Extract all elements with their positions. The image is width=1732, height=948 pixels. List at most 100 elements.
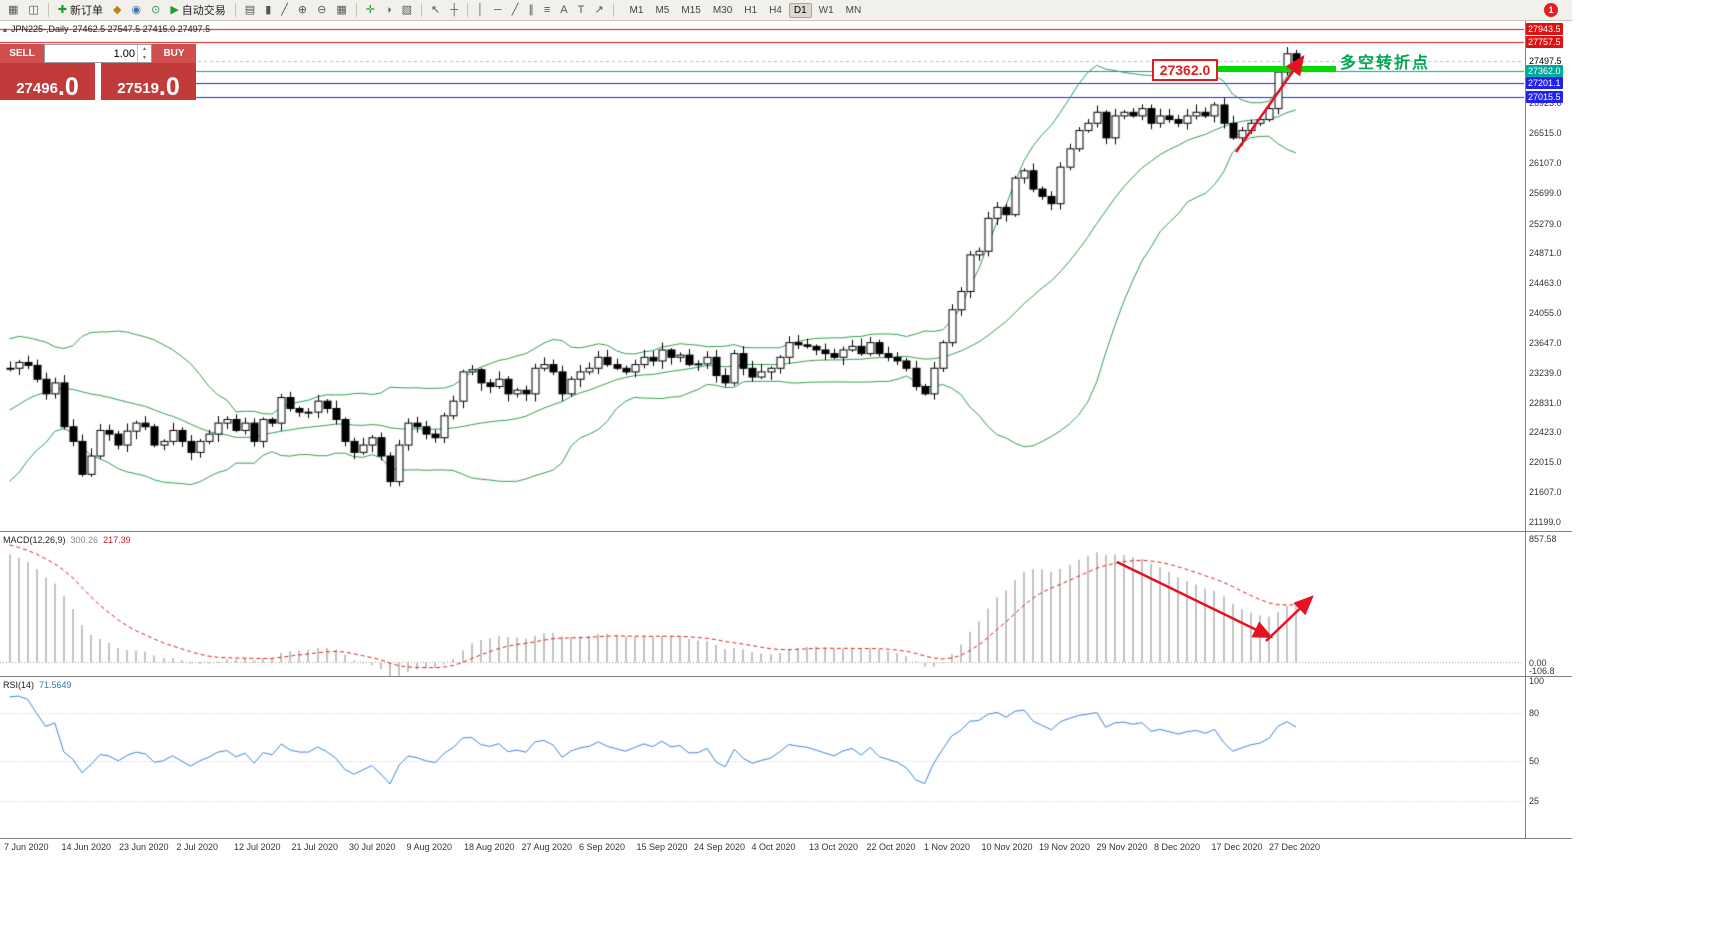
chart-ohlc-values: 27462.5 27547.5 27415.0 27497.5 bbox=[72, 24, 211, 34]
trendline-button[interactable]: ╱ bbox=[508, 1, 523, 20]
channel-button[interactable]: ∥ bbox=[524, 1, 538, 20]
price-level-badge: 27015.5 bbox=[1526, 90, 1563, 103]
date-label: 4 Oct 2020 bbox=[751, 842, 796, 852]
date-label: 22 Oct 2020 bbox=[866, 842, 916, 852]
date-label: 29 Nov 2020 bbox=[1096, 842, 1148, 852]
toolbar-separator bbox=[234, 3, 236, 17]
sell-price[interactable]: 27496 .0 bbox=[0, 63, 95, 100]
new-order-icon: ✚ bbox=[57, 3, 68, 16]
date-label: 1 Nov 2020 bbox=[924, 842, 971, 852]
turning-point-label[interactable]: 多空转折点 bbox=[1340, 55, 1431, 72]
date-label: 21 Jul 2020 bbox=[291, 842, 339, 852]
history-center-button[interactable]: ◆ bbox=[109, 1, 125, 20]
macd-chart-canvas[interactable] bbox=[0, 532, 1524, 676]
timeframe-h1[interactable]: H1 bbox=[744, 4, 758, 16]
buy-button[interactable]: BUY bbox=[152, 44, 196, 63]
macd-axis[interactable]: 857.58 0.00 -106.8 bbox=[1525, 532, 1573, 676]
fibonacci-icon: ≡ bbox=[543, 3, 551, 16]
tile-windows-icon: ▦ bbox=[336, 3, 347, 16]
profiles-icon: ◫ bbox=[28, 3, 39, 16]
arrows-tool-button[interactable]: ↗ bbox=[590, 1, 607, 20]
indicators-button[interactable]: ✛ bbox=[362, 1, 379, 20]
rsi-title: RSI(14) 71.5649 bbox=[3, 680, 72, 690]
price-tick: 21199.0 bbox=[1529, 516, 1561, 527]
templates-button[interactable]: ▧ bbox=[398, 1, 416, 20]
new-order-label: 新订单 bbox=[70, 5, 104, 17]
templates-icon: ▧ bbox=[401, 3, 413, 16]
volume-input[interactable] bbox=[45, 45, 137, 62]
macd-panel-separator[interactable] bbox=[0, 531, 1572, 532]
text-button[interactable]: A bbox=[556, 1, 571, 20]
trade-panel-gap bbox=[95, 63, 101, 100]
candlestick-chart-button[interactable]: ▮ bbox=[261, 1, 275, 20]
macd-signal-value: 217.39 bbox=[103, 535, 131, 545]
zoom-in-button[interactable]: ⊕ bbox=[294, 1, 311, 20]
price-tick: 26107.0 bbox=[1529, 157, 1562, 168]
buy-price[interactable]: 27519 .0 bbox=[101, 63, 196, 100]
volume-up-icon[interactable]: ▲ bbox=[142, 46, 147, 53]
rsi-panel-separator[interactable] bbox=[0, 676, 1572, 677]
new-chart-button[interactable]: ▦ bbox=[4, 1, 22, 20]
date-label: 2 Jul 2020 bbox=[176, 842, 219, 852]
bar-chart-icon: ▤ bbox=[244, 3, 256, 16]
timeframe-m1[interactable]: M1 bbox=[629, 4, 644, 16]
timeframe-h4[interactable]: H4 bbox=[769, 4, 782, 16]
chart-window-icon: ▴ bbox=[3, 24, 8, 34]
global-variables-icon: ◉ bbox=[131, 3, 142, 16]
crosshair-button[interactable]: ┼ bbox=[446, 1, 462, 20]
price-chart-canvas[interactable] bbox=[0, 21, 1524, 531]
line-chart-button[interactable]: ╱ bbox=[277, 1, 292, 20]
date-axis[interactable]: 7 Jun 2020 14 Jun 2020 23 Jun 2020 2 Jul 20… bbox=[0, 838, 1572, 856]
macd-name: MACD(12,26,9) bbox=[3, 535, 66, 545]
channel-icon: ∥ bbox=[528, 3, 534, 16]
timeframe-w1[interactable]: W1 bbox=[818, 4, 834, 16]
cursor-button[interactable]: ↖ bbox=[427, 1, 444, 20]
zoom-out-button[interactable]: ⊖ bbox=[313, 1, 330, 20]
text-label-button[interactable]: T bbox=[574, 1, 589, 20]
new-order-button[interactable]: ✚ 新订单 bbox=[54, 1, 107, 20]
price-level-badge: 27362.0 bbox=[1526, 65, 1563, 78]
volume-down-icon[interactable]: ▼ bbox=[142, 54, 147, 61]
date-label: 8 Dec 2020 bbox=[1154, 842, 1201, 852]
rsi-axis[interactable]: 100 80 50 25 bbox=[1525, 676, 1573, 838]
timeframe-m5[interactable]: M5 bbox=[655, 4, 670, 16]
rsi-chart-canvas[interactable] bbox=[0, 677, 1524, 838]
rsi-tick: 80 bbox=[1529, 708, 1540, 718]
price-tick: 24871.0 bbox=[1529, 248, 1562, 259]
auto-trading-button[interactable]: ▶ 自动交易 bbox=[166, 1, 229, 20]
notification-badge[interactable]: 1 bbox=[1544, 3, 1558, 17]
meta-editor-button[interactable]: ⊙ bbox=[147, 1, 164, 20]
buy-price-main: 27519 bbox=[117, 80, 159, 97]
toolbar-separator bbox=[467, 3, 469, 17]
price-axis[interactable]: 26923.0 26515.0 26107.0 25699.0 25279.0 24871… bbox=[1525, 21, 1573, 531]
global-variables-button[interactable]: ◉ bbox=[128, 1, 146, 20]
volume-stepper: ▲ ▼ bbox=[137, 45, 151, 62]
profiles-button[interactable]: ◫ bbox=[24, 1, 42, 20]
toolbar-groups: ▦ ◫ ✚ 新订单 ◆ ◉ ⊙ ▶ 自动交易 ▤ ▮ ╱ ⊕ ⊖ ▦ ✛ ◑ ▧ ↖ ┼ │ ─ ╱ ∥ ≡ A T ↗ bbox=[3, 1, 609, 20]
vertical-line-icon: │ bbox=[477, 3, 484, 16]
date-label: 23 Jun 2020 bbox=[119, 842, 169, 852]
sell-button[interactable]: SELL bbox=[0, 44, 44, 63]
timeframe-mn[interactable]: MN bbox=[845, 4, 862, 16]
date-label: 12 Jul 2020 bbox=[234, 842, 281, 852]
timeframe-d1[interactable]: D1 bbox=[788, 2, 812, 18]
timeframe-m30[interactable]: M30 bbox=[712, 4, 733, 16]
support-level-segment[interactable] bbox=[1218, 66, 1336, 72]
new-chart-icon: ▦ bbox=[8, 3, 19, 16]
macd-tick: 857.58 bbox=[1529, 533, 1557, 544]
price-annotation-box[interactable]: 27362.0 bbox=[1152, 59, 1218, 81]
price-tick: 25699.0 bbox=[1529, 187, 1562, 198]
horizontal-line-button[interactable]: ─ bbox=[490, 1, 506, 20]
fibonacci-button[interactable]: ≡ bbox=[540, 1, 554, 20]
price-tick: 26923.0 bbox=[1529, 98, 1562, 109]
line-chart-icon: ╱ bbox=[281, 3, 288, 16]
macd-tick: 0.00 bbox=[1529, 658, 1547, 669]
timeframe-m15[interactable]: M15 bbox=[681, 4, 701, 16]
vertical-line-button[interactable]: │ bbox=[473, 1, 488, 20]
chart-symbol-label: JPN225-,Daily bbox=[11, 24, 69, 34]
periods-button[interactable]: ◑ bbox=[381, 1, 396, 20]
tile-windows-button[interactable]: ▦ bbox=[332, 1, 350, 20]
price-level-badge: 27757.5 bbox=[1526, 36, 1563, 49]
price-tick: 24463.0 bbox=[1529, 278, 1562, 289]
bar-chart-button[interactable]: ▤ bbox=[241, 1, 259, 20]
